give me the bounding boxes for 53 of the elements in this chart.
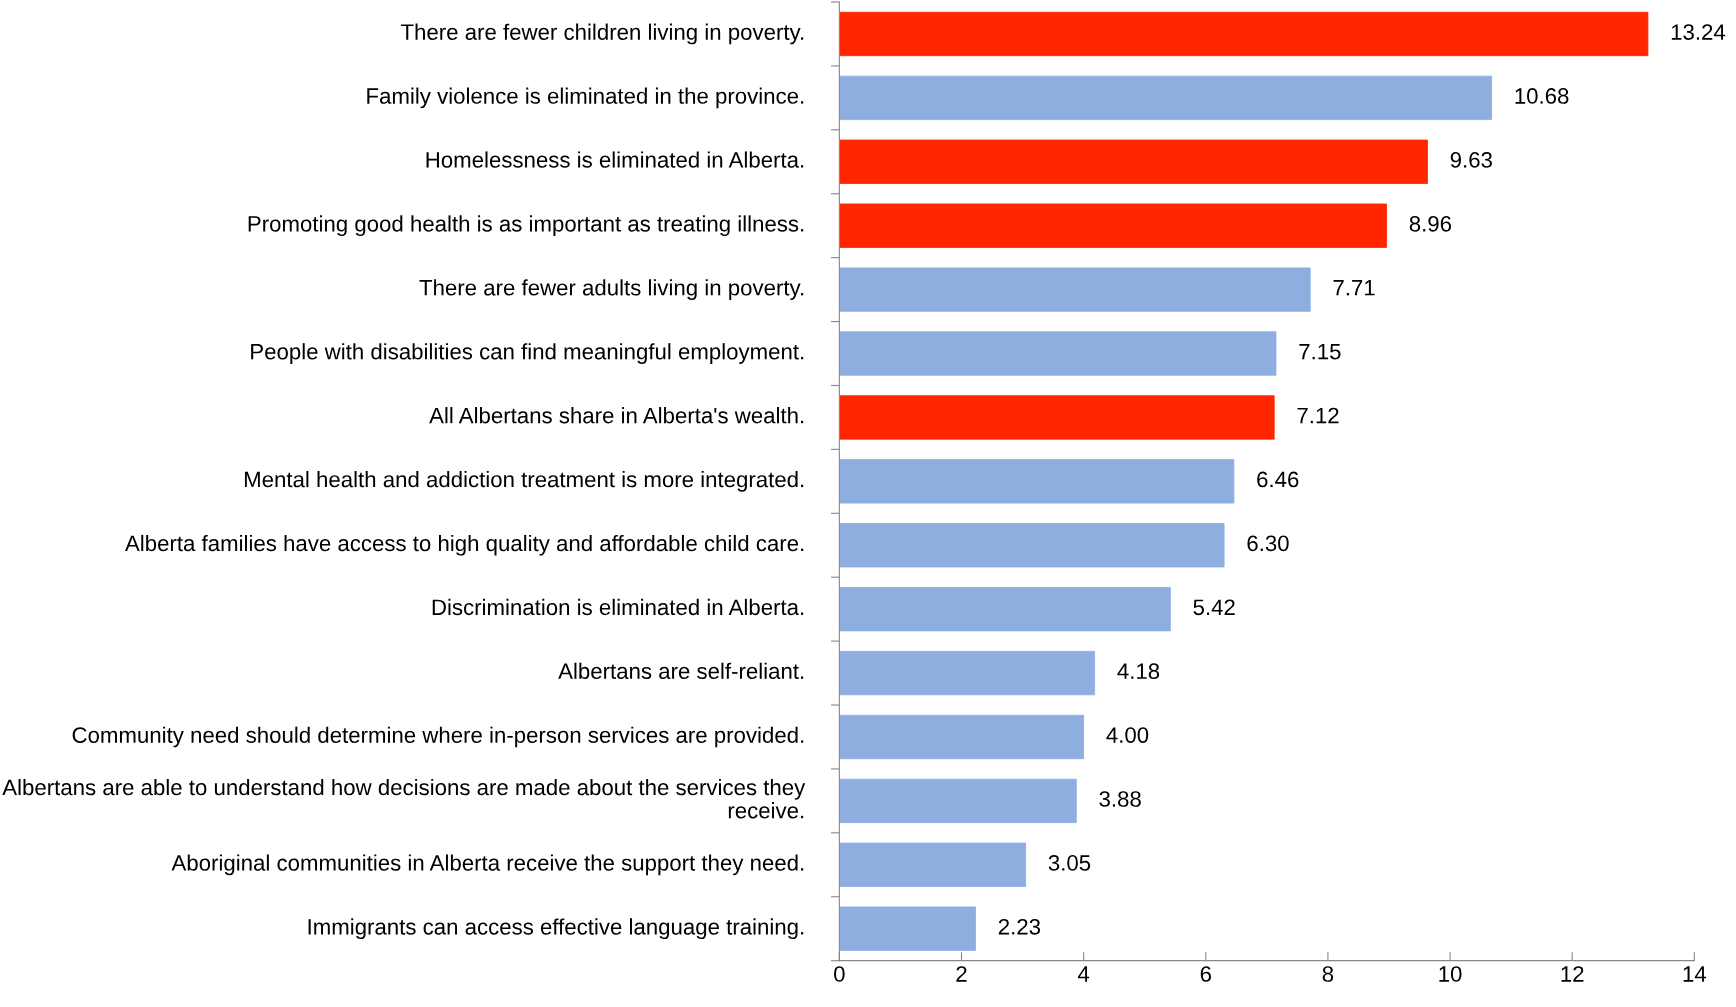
bar	[839, 395, 1275, 440]
x-tick-label: 0	[834, 966, 845, 982]
x-tick-label: 12	[1561, 966, 1584, 982]
x-tick-label: 8	[1322, 966, 1334, 982]
x-tick-label: 14	[1683, 966, 1707, 982]
y-tick-label: Alberta families have access to high quality and affordable child care.	[125, 534, 804, 556]
y-tick-label: People with disabilities can find meaningful employment.	[251, 343, 804, 364]
bar	[839, 587, 1171, 632]
data-label: 3.88	[1099, 791, 1141, 807]
bar	[839, 650, 1096, 696]
y-tick-label: All Albertans share in Alberta's wealth.	[429, 407, 804, 424]
y-tick-label: Discrimination is eliminated in Alberta.	[432, 598, 804, 616]
y-tick-label: Albertans are able to understand how decisions are made about the services they receive.	[2, 778, 806, 819]
bar	[839, 523, 1225, 568]
y-tick-label: Community need should determine where in-person services are provided.	[72, 726, 804, 748]
bar	[839, 203, 1387, 248]
y-tick-label: Family violence is eliminated in the province.	[367, 87, 804, 109]
data-label: 5.42	[1193, 599, 1235, 616]
bar	[839, 714, 1085, 760]
bar	[839, 906, 976, 951]
bar	[839, 459, 1235, 504]
data-label: 7.71	[1333, 280, 1375, 296]
data-label: 6.30	[1247, 535, 1289, 552]
y-tick-label: Aboriginal communities in Alberta receive the support they need.	[171, 854, 804, 876]
y-tick-label: Promoting good health is as important as treating illness.	[248, 215, 804, 237]
data-label: 4.00	[1106, 727, 1149, 743]
y-tick-label: Homelessness is eliminated in Alberta.	[426, 151, 804, 168]
y-tick-label: Immigrants can access effective language training.	[308, 918, 804, 940]
data-label: 6.46	[1257, 471, 1299, 488]
data-label: 10.68	[1515, 88, 1569, 104]
data-label: 7.15	[1299, 343, 1341, 360]
data-label: 4.18	[1117, 663, 1160, 680]
x-tick-label: 4	[1077, 966, 1090, 982]
y-tick-label: There are fewer children living in poverty.	[400, 23, 804, 45]
bar	[839, 331, 1277, 376]
data-label: 13.24	[1671, 24, 1726, 40]
x-tick-label: 10	[1439, 966, 1462, 982]
data-label: 8.96	[1409, 215, 1452, 232]
data-label: 3.05	[1048, 855, 1091, 871]
x-tick-label: 2	[956, 966, 967, 982]
y-tick-label: Mental health and addiction treatment is more integrated.	[244, 470, 804, 492]
data-label: 9.63	[1450, 152, 1492, 168]
x-tick-label: 6	[1200, 966, 1211, 982]
bar	[839, 778, 1077, 824]
y-tick-label: Albertans are self-reliant.	[558, 662, 804, 680]
bar	[839, 267, 1311, 312]
y-tick-label: There are fewer adults living in poverty.	[419, 279, 804, 300]
bar	[839, 75, 1492, 121]
bar	[839, 842, 1027, 887]
data-label: 7.12	[1297, 407, 1339, 424]
bar	[839, 139, 1428, 184]
bar	[839, 11, 1649, 57]
data-label: 2.23	[998, 918, 1041, 935]
